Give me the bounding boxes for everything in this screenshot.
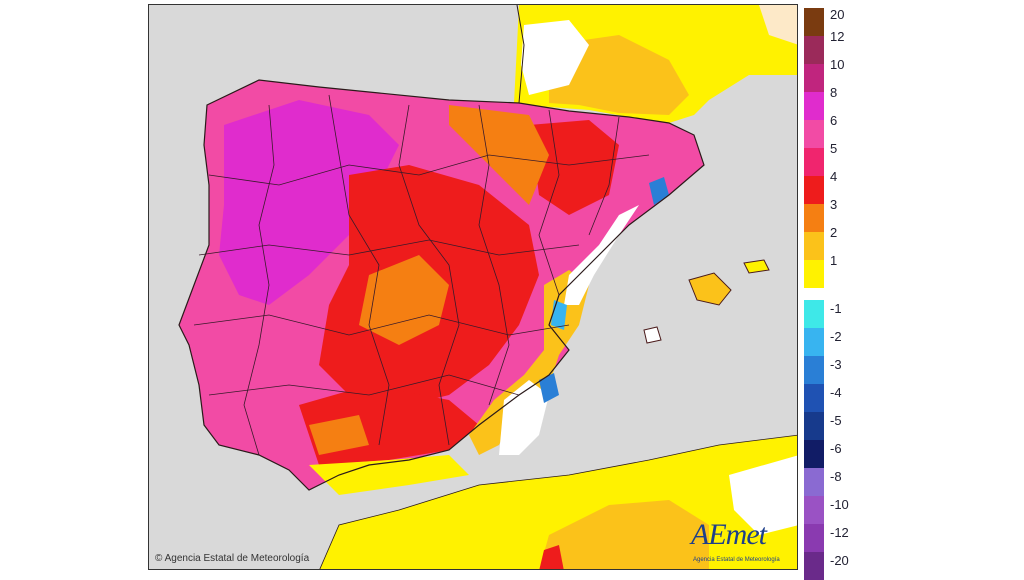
legend-label: 6 bbox=[830, 113, 838, 128]
legend-label: 4 bbox=[830, 169, 838, 184]
legend-label: -10 bbox=[830, 497, 849, 512]
legend-swatch bbox=[804, 176, 824, 204]
legend-label: 10 bbox=[830, 57, 845, 72]
iberia-cold-patch-1 bbox=[649, 177, 669, 205]
legend-label: -3 bbox=[830, 357, 842, 372]
iberia-east-white bbox=[499, 380, 549, 455]
logo-subtitle: Agencia Estatal de Meteorología bbox=[693, 557, 780, 563]
legend-swatch bbox=[804, 552, 824, 580]
legend-swatch bbox=[804, 356, 824, 384]
africa-orange bbox=[539, 500, 709, 569]
legend-label: -8 bbox=[830, 469, 842, 484]
legend-swatch bbox=[804, 64, 824, 92]
legend-label: 3 bbox=[830, 197, 838, 212]
iberia-red-northeast bbox=[529, 120, 619, 215]
legend-swatch bbox=[804, 496, 824, 524]
legend-swatch bbox=[804, 440, 824, 468]
legend-label: -12 bbox=[830, 525, 849, 540]
legend-label: -5 bbox=[830, 413, 842, 428]
legend-swatch bbox=[804, 204, 824, 232]
province-borders bbox=[193, 94, 650, 456]
legend-swatch bbox=[804, 8, 824, 36]
legend-swatch bbox=[804, 120, 824, 148]
iberia-orange-center bbox=[359, 255, 449, 345]
iberia-valencia-white bbox=[564, 205, 639, 305]
legend-swatch bbox=[804, 328, 824, 356]
legend-label: 5 bbox=[830, 141, 838, 156]
legend-label: -2 bbox=[830, 329, 842, 344]
legend-label: -4 bbox=[830, 385, 842, 400]
iberia-orange-northeast bbox=[449, 105, 549, 205]
legend-swatch bbox=[804, 300, 824, 328]
africa-coastline bbox=[319, 434, 797, 569]
legend-swatch bbox=[804, 232, 824, 260]
legend-swatch bbox=[804, 92, 824, 120]
legend-label: -20 bbox=[830, 553, 849, 568]
france-border bbox=[516, 5, 525, 104]
color-legend: 20 12 10 8 6 5 4 3 2 1 -1 -2 -3 -4 -5 -6 -8 -10 -12 -20 bbox=[804, 7, 864, 580]
legend-swatch bbox=[804, 148, 824, 176]
legend-swatch bbox=[804, 36, 824, 64]
balearic-ibiza bbox=[643, 326, 662, 344]
legend-label: 20 bbox=[830, 7, 845, 22]
legend-label: -1 bbox=[830, 301, 842, 316]
legend-swatch bbox=[804, 524, 824, 552]
anomaly-map: © Agencia Estatal de Meteorología AEmet … bbox=[148, 4, 798, 570]
copyright-notice: © Agencia Estatal de Meteorología bbox=[155, 553, 310, 564]
balearic-menorca bbox=[743, 259, 770, 274]
logo-text: AEmet bbox=[691, 518, 767, 551]
balearic-mallorca bbox=[688, 272, 732, 306]
legend-swatch bbox=[804, 468, 824, 496]
legend-swatch bbox=[804, 260, 824, 288]
legend-label: 1 bbox=[830, 253, 838, 268]
iberia-orange-south bbox=[309, 415, 369, 455]
legend-swatch bbox=[804, 412, 824, 440]
legend-label: 12 bbox=[830, 29, 845, 44]
africa-red-spot bbox=[539, 545, 564, 569]
legend-label: -6 bbox=[830, 441, 842, 456]
france-white-patch bbox=[521, 20, 589, 95]
iberia-coastline bbox=[178, 79, 705, 491]
legend-label: 8 bbox=[830, 85, 838, 100]
africa-white bbox=[729, 455, 797, 535]
legend-swatch bbox=[804, 384, 824, 412]
iberia-cold-patch-3 bbox=[539, 373, 559, 403]
iberia-south-coast-yellow bbox=[309, 455, 469, 495]
france-cream-corner bbox=[759, 5, 797, 45]
legend-label: 2 bbox=[830, 225, 838, 240]
temperature-anomaly-map bbox=[149, 5, 797, 569]
aemet-logo: AEmet Agencia Estatal de Meteorología bbox=[691, 518, 791, 564]
